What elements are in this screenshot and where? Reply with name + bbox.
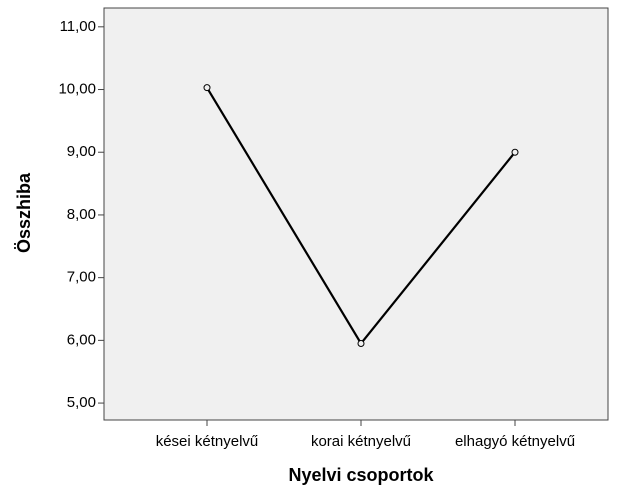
y-tick-label: 9,00 xyxy=(67,143,96,160)
plot-area xyxy=(103,7,609,421)
point xyxy=(203,84,211,92)
y-tick-label: 7,00 xyxy=(67,269,96,286)
x-tick-label: elhagyó kétnyelvű xyxy=(455,433,575,450)
y-tick-label: 6,00 xyxy=(67,331,96,348)
y-tick-label: 5,00 xyxy=(67,394,96,411)
x-tick-label: kései kétnyelvű xyxy=(156,433,259,450)
x-tick-label: korai kétnyelvű xyxy=(311,433,411,450)
point xyxy=(357,339,365,347)
y-tick-label: 10,00 xyxy=(58,80,96,97)
point xyxy=(511,148,519,156)
y-tick-label: 8,00 xyxy=(67,206,96,223)
y-tick-label: 11,00 xyxy=(60,18,96,35)
y-axis-title: Összhiba xyxy=(14,172,34,253)
x-axis-title: Nyelvi csoportok xyxy=(288,465,434,485)
